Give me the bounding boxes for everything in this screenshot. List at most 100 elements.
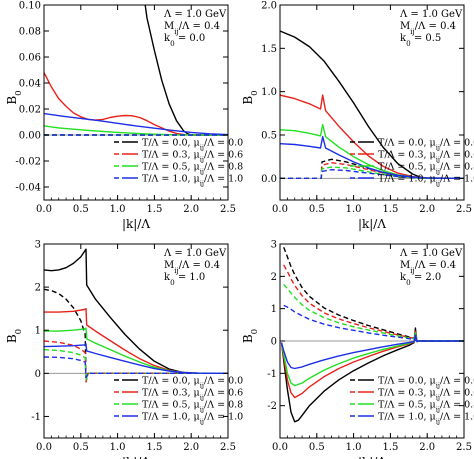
legend-label: T/Λ = 0.0, μij/Λ = 0.0 [378, 376, 474, 390]
annotation-k0: k0 = 0.0 [164, 33, 205, 48]
series-line-black-dashed [44, 288, 228, 379]
x-tick-label: 0.0 [272, 442, 288, 453]
x-tick-label: 1.0 [346, 442, 362, 453]
y-tick-label: -1 [31, 412, 41, 423]
series-line-blue-solid [44, 112, 228, 136]
annotation-k0: k0 = 1.0 [164, 272, 205, 287]
annotation-lambda: Λ = 1.0 GeV [399, 248, 463, 259]
x-tick-label: 2.0 [419, 204, 435, 215]
panel-2: 0.0 0.5 1.0 1.5 2.0 2.5 0.0 0.5 1.0 1.5 2.0 B0 |k|/Λ… [241, 1, 474, 232]
series-line-green-solid [44, 327, 228, 374]
y-tick-label: 2 [35, 283, 41, 294]
annotation-mass: Mij/Λ = 0.4 [400, 260, 456, 275]
annotation-mass: Mij/Λ = 0.4 [400, 21, 456, 36]
y-tick-label: 1.0 [261, 87, 277, 98]
x-tick-label: 1.5 [382, 204, 398, 215]
panel-3: 0.0 0.5 1.0 1.5 2.0 2.5 -1 0 1 2 3 B0 |k|/Λ Λ = 1.0 G… [5, 240, 243, 459]
y-tick-label: 3 [35, 240, 41, 251]
legend-label: T/Λ = 0.3, μij/Λ = 0.6 [378, 150, 474, 164]
x-tick-label: 2.0 [419, 442, 435, 453]
x-tick-label: 0.5 [73, 204, 89, 215]
legend-label: T/Λ = 1.0, μij/Λ = 1.0 [142, 174, 243, 188]
y-axis-label: B0 [5, 329, 24, 343]
x-tick-label: 2.5 [456, 442, 472, 453]
x-axis-label: |k|/Λ [358, 217, 386, 231]
legend-label: T/Λ = 0.0, μij/Λ = 0.0 [142, 138, 243, 152]
x-tick-label: 1.0 [110, 204, 126, 215]
y-tick-label: 0.06 [19, 53, 41, 64]
x-axis-label: |k|/Λ [122, 217, 150, 231]
x-axis-label: |k|/Λ [358, 455, 386, 459]
y-tick-label: 2.0 [261, 1, 277, 12]
x-tick-label: 2.5 [456, 204, 472, 215]
series-line-blue-solid [280, 135, 464, 180]
y-tick-label: 1 [271, 304, 277, 315]
legend-label: T/Λ = 0.3, μij/Λ = 0.6 [142, 388, 243, 402]
y-tick-label: 0.02 [19, 105, 41, 116]
y-axis-label: B0 [5, 90, 24, 104]
annotation-lambda: Λ = 1.0 GeV [163, 248, 227, 259]
legend: T/Λ = 0.0, μij/Λ = 0.0T/Λ = 0.3, μij/Λ =… [114, 376, 243, 426]
series-group [280, 30, 464, 180]
legend-label: T/Λ = 0.3, μij/Λ = 0.6 [142, 150, 243, 164]
series-line-blue-dashed [280, 168, 464, 180]
legend-label: T/Λ = 0.0, μij/Λ = 0.0 [378, 138, 474, 152]
legend-label: T/Λ = 1.0, μij/Λ = 1.0 [142, 412, 243, 426]
legend: T/Λ = 0.0, μij/Λ = 0.0T/Λ = 0.3, μij/Λ =… [350, 376, 474, 426]
y-tick-label: -0.04 [15, 183, 41, 194]
y-axis-label: B0 [241, 90, 260, 104]
x-tick-label: 1.5 [382, 442, 398, 453]
x-tick-label: 0.0 [36, 442, 52, 453]
y-tick-label: 0.00 [19, 131, 41, 142]
panel-4: 0.0 0.5 1.0 1.5 2.0 2.5 -2 -1 0 1 2 3 B0 |k|/Λ Λ = 1.0… [241, 240, 474, 459]
y-tick-label: 0.08 [19, 27, 41, 38]
y-tick-label: 0 [35, 369, 41, 380]
series-group [44, 248, 228, 383]
y-axis-label: B0 [241, 329, 260, 343]
series-line-green-solid [44, 125, 228, 136]
x-tick-label: 1.5 [146, 204, 162, 215]
y-tick-label: 0.10 [19, 1, 41, 12]
annotation-lambda: Λ = 1.0 GeV [163, 9, 227, 20]
y-tick-label: 0.0 [261, 174, 277, 185]
y-tick-label: 0 [271, 337, 277, 348]
x-tick-label: 0.5 [73, 442, 89, 453]
y-tick-label: 0.5 [261, 131, 277, 142]
plot-frame [43, 243, 229, 439]
panel-1: 0.0 0.5 1.0 1.5 2.0 2.5 -0.04 -0.02 0.00 0.02 0.04… [5, 1, 243, 232]
annotation-mass: Mij/Λ = 0.4 [164, 21, 220, 36]
legend-label: T/Λ = 0.5, μij/Λ = 0.8 [378, 162, 474, 176]
legend-label: T/Λ = 1.0, μij/Λ = 1.0 [378, 412, 474, 426]
series-group [280, 246, 464, 423]
x-tick-label: 0.0 [36, 204, 52, 215]
legend-label: T/Λ = 0.5, μij/Λ = 0.8 [142, 400, 243, 414]
series-line-red-solid [44, 72, 228, 136]
x-tick-label: 1.0 [346, 204, 362, 215]
series-line-black-solid [44, 248, 228, 374]
plot-frame [43, 4, 229, 201]
x-tick-label: 1.5 [146, 442, 162, 453]
series-line-red-dashed [283, 264, 464, 342]
annotation-k0: k0 = 0.5 [400, 33, 441, 48]
x-tick-label: 2.5 [220, 204, 236, 215]
x-axis-label: |k|/Λ [122, 455, 150, 459]
y-tick-label: -2 [267, 401, 277, 412]
legend-label: T/Λ = 0.5, μij/Λ = 0.8 [378, 400, 474, 414]
x-tick-label: 0.0 [272, 204, 288, 215]
annotation-lambda: Λ = 1.0 GeV [399, 9, 463, 20]
series-line-green-dashed [283, 283, 464, 342]
legend-label: T/Λ = 0.0, μij/Λ = 0.0 [142, 376, 243, 390]
legend: T/Λ = 0.0, μij/Λ = 0.0T/Λ = 0.3, μij/Λ =… [114, 138, 243, 188]
y-tick-label: 3 [271, 240, 277, 251]
series-line-blue-dashed [283, 304, 464, 342]
x-tick-label: 2.0 [183, 442, 199, 453]
annotation-k0: k0 = 2.0 [400, 272, 441, 287]
y-tick-label: -0.02 [15, 157, 41, 168]
x-tick-label: 2.5 [220, 442, 236, 453]
series-line-red-dashed [44, 340, 228, 383]
series-line-blue-solid [44, 343, 228, 374]
series-line-green-dashed [44, 348, 228, 381]
annotation-mass: Mij/Λ = 0.4 [164, 260, 220, 275]
legend-label: T/Λ = 0.5, μij/Λ = 0.8 [142, 162, 243, 176]
